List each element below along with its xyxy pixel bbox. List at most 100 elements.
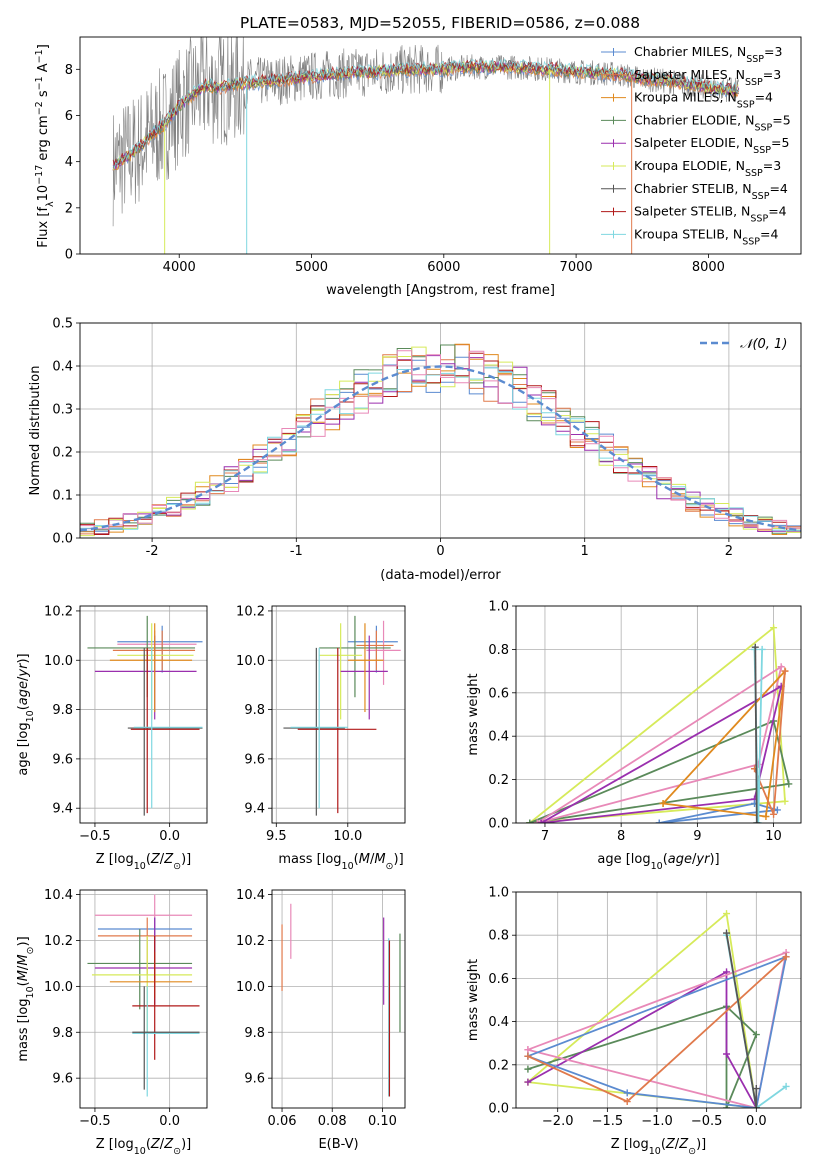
label-part: M [16,970,31,981]
spectrum-panel: 4000 5000 6000 7000 8000 0 2 4 6 8 wavelength [Ang… [34,36,802,298]
label-part: age [ [597,852,630,867]
y-tick-label: 9.4 [244,802,265,817]
y-tick-label: 10.4 [44,888,73,903]
x-axis-label: (data-model)/error [380,568,501,583]
mass-vs-metallicity-panel: −0.5 0.09.69.810.010.210.4Z [log10(Z/Z⊙)]… [16,888,208,1157]
x-tick-label: 0.0 [746,1114,767,1129]
weight-series-line [527,970,758,1108]
y-tick-label: 0.4 [488,730,509,745]
y-axis-label: age [log10(age/yr)] [16,653,36,775]
label-part: s [36,90,51,101]
label-part: 10 [25,710,36,722]
y-tick-label: 2 [65,201,73,216]
label-part: age [668,852,692,867]
label-part: M [359,852,370,867]
label-part: log [114,1137,134,1152]
label-part: −1 [34,76,45,90]
weight-marker [723,929,731,937]
weight-marker [723,910,731,918]
y-tick-label: 10.0 [44,654,73,669]
histogram-step-line [80,356,801,532]
y-tick-label: 0.2 [488,773,509,788]
x-axis-label: Z [log10(Z/Z⊙)] [96,1137,191,1157]
label-part: Kroupa ELODIE, N [634,158,745,173]
label-part: M [16,954,31,965]
label-part: Z [ [96,1137,114,1152]
plot-area [87,894,200,1097]
y-tick-label: 9.6 [52,1072,73,1087]
y-tick-label: 9.6 [52,752,73,767]
weight-marker [770,624,778,632]
label-part: =4 [768,204,786,219]
y-tick-label: 9.8 [52,1026,73,1041]
weight-marker [781,797,789,805]
label-part: ⊙ [688,1146,696,1157]
label-part: ( [16,981,31,986]
y-tick-label: 9.4 [52,802,73,817]
x-axis-label: E(B-V) [318,1137,358,1152]
axes-frame [515,605,802,824]
weight-marker [533,819,541,823]
label-part: Z [ [611,1137,629,1152]
weight-marker [753,819,761,823]
grid [80,890,207,1108]
label-part: ( [663,852,668,867]
y-tick-label: 9.6 [244,752,265,767]
axes-frame [79,322,802,539]
grid [272,606,405,823]
weight-marker [752,1104,760,1108]
legend-label: Kroupa STELIB, NSSP=4 [634,226,778,247]
label-part: mass [ [16,1018,31,1061]
x-tick-label: 0.0 [159,829,180,844]
weight-series-line [536,664,783,823]
weight-series-line [529,625,786,823]
y-tick-label: 4 [65,155,73,170]
label-part: λ [45,201,56,207]
plot-area [87,615,203,816]
label-part: ] [36,44,51,49]
label-part: )] [181,852,191,867]
label-part: SSP [745,76,763,87]
axes-frame [271,605,406,824]
label-part: 10 [134,1146,146,1157]
x-tick-label: 2 [725,544,733,559]
label-part: )] [181,1137,191,1152]
label-part: / [160,1137,165,1152]
legend-label: Chabrier ELODIE, NSSP=5 [634,112,791,132]
axes-frame [79,605,208,824]
weight-marker [758,645,766,653]
x-axis-label: Z [log10(Z/Z⊙)] [96,852,191,872]
y-axis-label: Normed distribution [28,366,43,496]
label-part: log [114,852,134,867]
grid [80,606,207,823]
label-part: 10 [651,861,663,872]
observed-spectrum-line [112,37,739,227]
x-tick-label: 8000 [692,260,725,275]
x-tick-label: 0.10 [368,1114,397,1129]
label-part: 10 [134,861,146,872]
plot-area [281,903,401,1097]
weight-marker [623,1098,631,1106]
axes-frame [271,889,406,1109]
weight-marker [723,1104,731,1108]
y-tick-label: 0.0 [488,1102,509,1117]
gaussian-curve-line [80,365,801,532]
weight-vs-metallicity-panel: −2.0 −1.5 −1.0 −0.5 0.0 0.0 0.2 0.4 0.6 0.8 1.0 Z [… [466,886,802,1157]
label-part: yr [695,852,711,867]
label-part: Chabrier STELIB, N [634,181,752,196]
x-axis-label: Z [log10(Z/Z⊙)] [611,1137,706,1157]
y-tick-label: 0.3 [52,403,73,418]
y-tick-label: 0.8 [488,929,509,944]
weight-marker [770,810,778,818]
label-part: ⊙ [173,861,181,872]
axes-frame [79,36,802,255]
plot-area [80,343,801,537]
weight-marker [623,1089,631,1097]
model-spectrum-line [112,58,740,168]
y-tick-label: 0.4 [488,1015,509,1030]
y-tick-label: 9.8 [244,703,265,718]
label-part: log [629,1137,649,1152]
x-tick-label: -2 [146,544,159,559]
label-part: Kroupa STELIB, N [634,226,742,241]
